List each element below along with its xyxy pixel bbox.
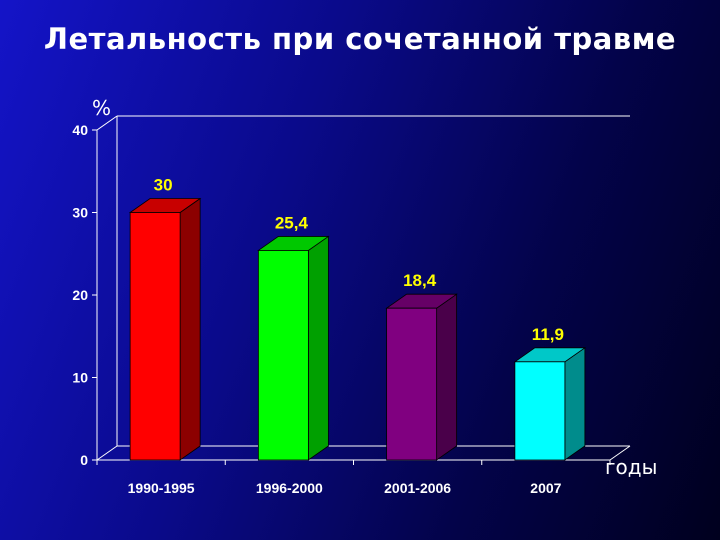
- x-axis-unit-label: годы: [605, 455, 657, 479]
- bar-1996-2000: [257, 235, 330, 461]
- x-category-label: 2007: [530, 480, 561, 496]
- chart-bars: [128, 197, 587, 461]
- bar-side-face: [179, 197, 201, 461]
- bar-1990-1995: [128, 197, 202, 461]
- bar-front-face: [129, 212, 181, 461]
- bar-side-face: [564, 347, 586, 461]
- bar-front-face: [257, 250, 309, 461]
- y-tick-label: 0: [80, 452, 88, 468]
- slide-title: Летальность при сочетанной травме: [43, 22, 677, 56]
- x-category-label: 1990-1995: [128, 480, 195, 496]
- bar-front-face: [514, 361, 566, 461]
- y-axis-top-depth: [96, 115, 118, 131]
- y-tick-label: 20: [72, 287, 88, 303]
- floor-left-edge: [96, 445, 118, 461]
- data-label: 30: [154, 176, 173, 195]
- data-label: 25,4: [275, 213, 309, 232]
- data-label: 18,4: [403, 271, 437, 290]
- x-category-label: 1996-2000: [256, 480, 323, 496]
- floor-right-edge: [609, 445, 631, 461]
- bar-side-face: [436, 293, 458, 461]
- bar-2001-2006: [385, 293, 458, 461]
- chart-labels: 30 1990-1995 25,4 1996-2000 18,4 2001-2006 11,…: [92, 96, 657, 496]
- data-label: 11,9: [532, 325, 564, 344]
- bar-side-face: [307, 235, 329, 461]
- bar-2007: [513, 347, 587, 461]
- x-category-label: 2001-2006: [384, 480, 451, 496]
- y-axis-unit-label: %: [92, 96, 111, 120]
- y-tick-label: 10: [72, 370, 88, 386]
- bar-front-face: [386, 307, 438, 461]
- y-tick-label: 40: [72, 122, 88, 138]
- y-tick-label: 30: [72, 205, 88, 221]
